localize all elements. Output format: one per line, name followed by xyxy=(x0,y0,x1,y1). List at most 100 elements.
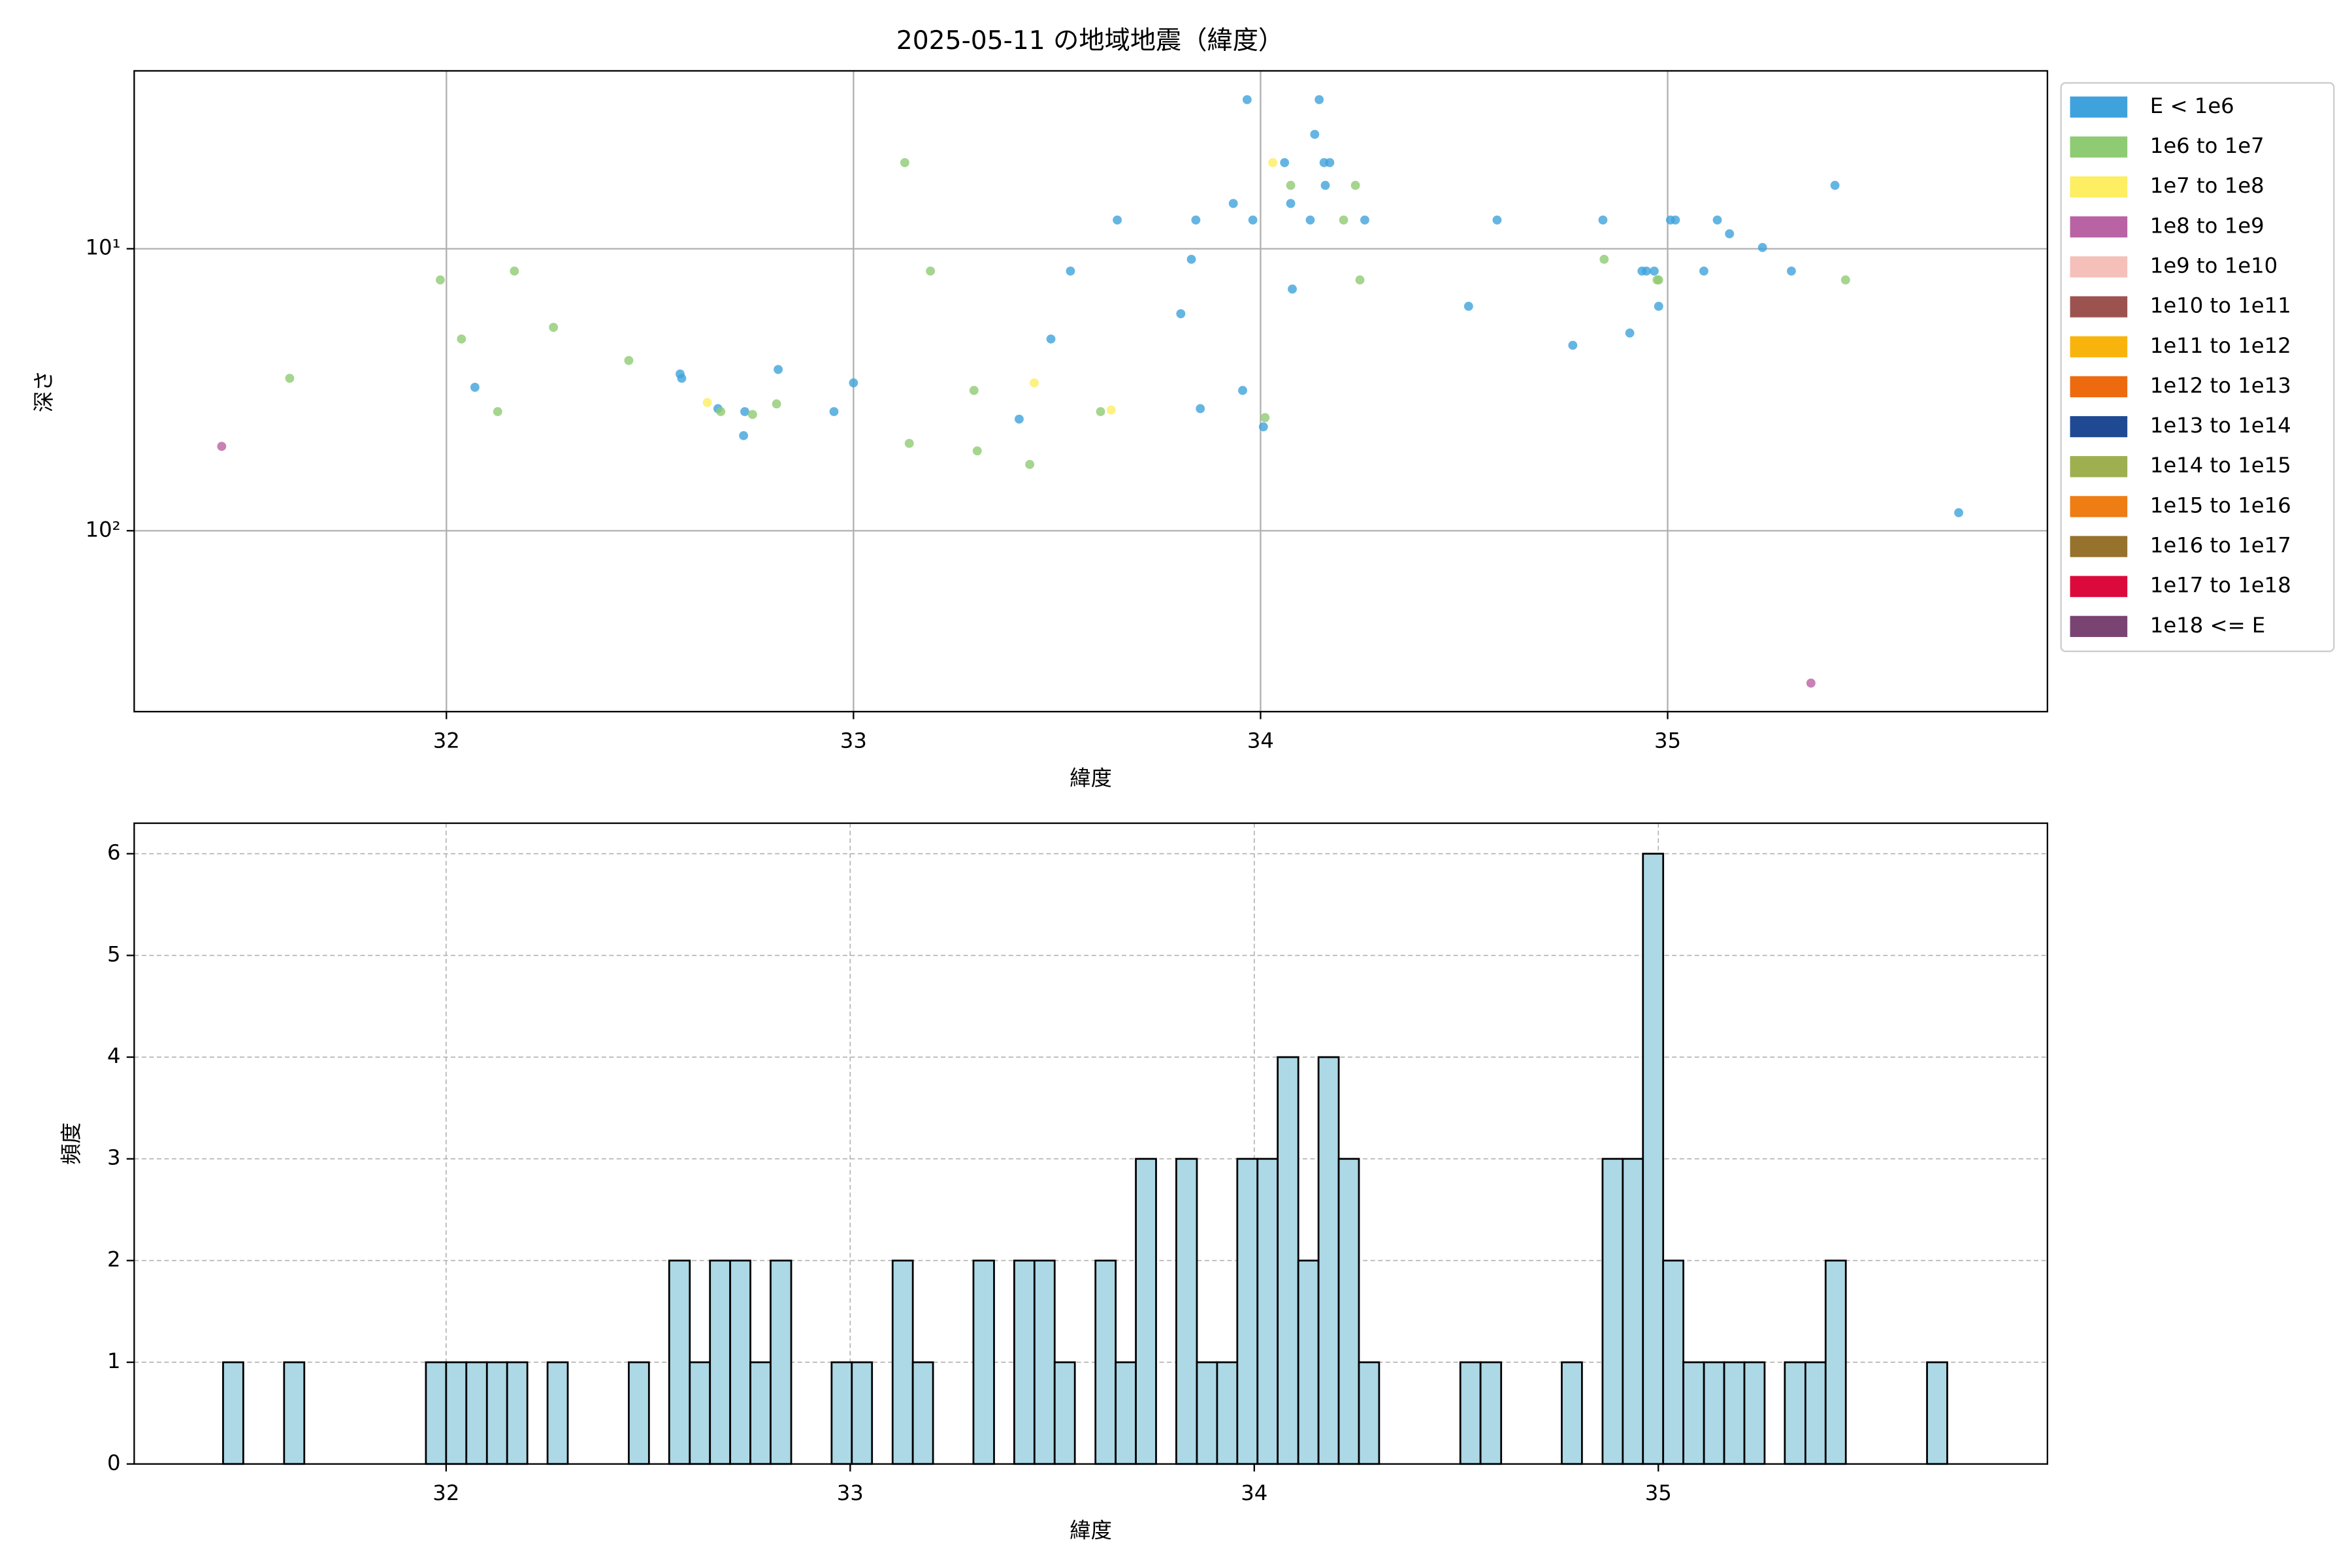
scatter-point xyxy=(772,399,781,409)
histogram-bar xyxy=(1804,1361,1827,1465)
histogram-bar xyxy=(628,1361,650,1465)
histogram-bar xyxy=(911,1361,934,1465)
scatter-point xyxy=(1096,407,1105,416)
legend-label: 1e15 to 1e16 xyxy=(2150,493,2291,517)
histogram-bar xyxy=(222,1361,244,1465)
legend-label: 1e6 to 1e7 xyxy=(2150,133,2264,158)
scatter-point xyxy=(1320,180,1330,190)
legend-swatch xyxy=(2070,136,2128,158)
x-axis-label: 緯度 xyxy=(1070,1518,1112,1543)
scatter-point xyxy=(1725,229,1735,238)
histogram-bar xyxy=(1784,1361,1806,1465)
x-tick-label: 34 xyxy=(1247,728,1274,753)
histogram-bar xyxy=(1601,1158,1624,1465)
histogram-bar xyxy=(1236,1158,1259,1465)
scatter-point xyxy=(904,438,914,448)
legend-label: 1e8 to 1e9 xyxy=(2150,213,2264,238)
histogram-bar xyxy=(1033,1260,1056,1465)
histogram-bar xyxy=(1297,1260,1320,1465)
scatter-point xyxy=(1642,266,1652,276)
scatter-point xyxy=(1830,180,1840,190)
histogram-bar xyxy=(1459,1361,1482,1465)
histogram-bar xyxy=(972,1260,995,1465)
legend-box xyxy=(2060,82,2335,653)
scatter-point xyxy=(510,266,519,276)
scatter-point xyxy=(716,407,726,416)
scatter-point xyxy=(1787,266,1796,276)
scatter-point xyxy=(1654,275,1663,285)
y-tick-label: 2 xyxy=(107,1247,121,1271)
legend-swatch xyxy=(2070,615,2128,637)
histogram-bar xyxy=(709,1260,732,1465)
scatter-point xyxy=(774,365,783,374)
histogram-bar xyxy=(1256,1158,1279,1465)
scatter-point xyxy=(1315,95,1324,105)
histogram-bar xyxy=(1013,1260,1036,1465)
scatter-point xyxy=(1046,334,1056,344)
scatter-point xyxy=(1238,385,1247,395)
scatter-point xyxy=(1463,301,1473,311)
legend-swatch xyxy=(2070,576,2128,597)
histogram-bar xyxy=(1317,1056,1340,1465)
x-tick-label: 32 xyxy=(433,728,460,753)
scatter-point xyxy=(1015,414,1024,424)
x-tick-label: 34 xyxy=(1241,1480,1267,1505)
histogram-bar xyxy=(1561,1361,1583,1465)
scatter-point xyxy=(1671,215,1680,225)
histogram-bar xyxy=(851,1361,874,1465)
legend-label: 1e12 to 1e13 xyxy=(2150,373,2291,398)
scatter-point xyxy=(217,442,227,451)
scatter-point xyxy=(1650,266,1659,276)
scatter-point xyxy=(1599,254,1609,264)
histogram-bar xyxy=(1703,1361,1725,1465)
legend-swatch xyxy=(2070,96,2128,118)
scatter-point xyxy=(1806,678,1816,688)
scatter-point xyxy=(739,431,749,440)
scatter-point xyxy=(436,275,445,285)
histogram-bar xyxy=(1926,1361,1948,1465)
legend-swatch xyxy=(2070,176,2128,198)
scatter-point xyxy=(926,266,936,276)
histogram-bar xyxy=(425,1361,448,1465)
plot-frame xyxy=(133,822,2048,1465)
scatter-point xyxy=(900,157,909,167)
scatter-point xyxy=(1310,129,1320,139)
scatter-point xyxy=(1242,95,1252,105)
x-tick-label: 33 xyxy=(840,728,867,753)
x-tick-label: 35 xyxy=(1654,728,1681,753)
scatter-point xyxy=(1268,157,1278,167)
y-tick-label: 1 xyxy=(107,1348,121,1373)
legend-swatch xyxy=(2070,536,2128,557)
x-tick-label: 35 xyxy=(1645,1480,1672,1505)
scatter-point xyxy=(1492,215,1502,225)
scatter-point xyxy=(1066,266,1075,276)
histogram-bar xyxy=(729,1260,751,1465)
scatter-point xyxy=(740,407,749,416)
scatter-point xyxy=(1280,157,1290,167)
x-axis-label: 緯度 xyxy=(1070,766,1112,791)
legend-label: 1e18 <= E xyxy=(2150,613,2266,638)
histogram-bar xyxy=(1115,1361,1137,1465)
scatter-point xyxy=(1954,508,1963,517)
scatter-point xyxy=(829,407,839,416)
scatter-point xyxy=(1286,199,1296,208)
histogram-bar xyxy=(1358,1361,1380,1465)
legend-swatch xyxy=(2070,496,2128,517)
legend-label: 1e14 to 1e15 xyxy=(2150,453,2291,478)
scatter-point xyxy=(1355,275,1365,285)
histogram-bar xyxy=(1622,1158,1644,1465)
scatter-point xyxy=(1350,180,1360,190)
histogram-bar xyxy=(830,1361,853,1465)
y-axis-label: 頻度 xyxy=(59,1122,84,1165)
legend-swatch xyxy=(2070,376,2128,398)
scatter-point xyxy=(1598,215,1608,225)
histogram-bar xyxy=(1135,1158,1157,1465)
scatter-point xyxy=(1625,328,1635,338)
histogram-bar xyxy=(1642,853,1665,1465)
scatter-point xyxy=(1712,215,1722,225)
histogram-bar xyxy=(1094,1260,1117,1465)
histogram-bar xyxy=(891,1260,914,1465)
scatter-point xyxy=(624,355,634,365)
histogram-bar xyxy=(1196,1361,1218,1465)
legend-label: 1e17 to 1e18 xyxy=(2150,573,2291,598)
